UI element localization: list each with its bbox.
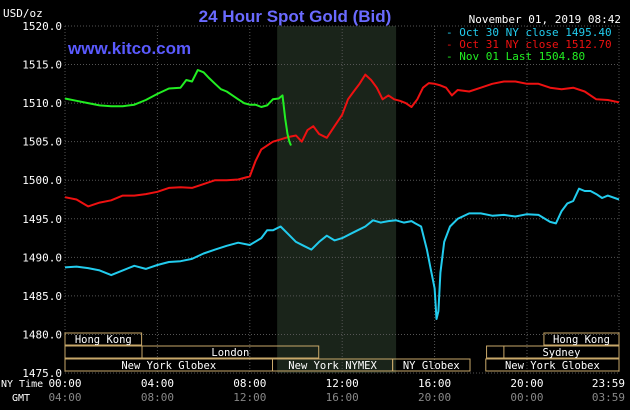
y-tick-label: 1475.0 xyxy=(22,367,62,380)
y-tick-label: 1490.0 xyxy=(22,251,62,264)
ny-time-label: NY Time xyxy=(1,379,43,390)
session-label: London xyxy=(211,347,249,359)
y-axis-label: USD/oz xyxy=(3,7,43,20)
y-tick-label: 1505.0 xyxy=(22,136,62,149)
grid-lines xyxy=(64,25,620,374)
y-tick-label: 1480.0 xyxy=(22,328,62,341)
session-label: Sydney xyxy=(542,347,580,359)
x-tick-label-gmt: 03:59 xyxy=(592,391,625,404)
price-series-lines xyxy=(64,69,620,320)
session-label: New York Globex xyxy=(505,360,600,372)
x-tick-label-gmt: 00:00 xyxy=(510,391,543,404)
x-tick-label-ny: 04:00 xyxy=(141,377,174,390)
legend-entry-3: - Nov 01 Last 1504.80 xyxy=(446,50,585,63)
chart-date: November 01, 2019 08:42 xyxy=(469,13,621,26)
y-axis-tick-labels: 1520.0 1515.0 1510.0 1505.0 1500.0 1495.0 1490… xyxy=(22,20,62,380)
session-box xyxy=(543,332,620,346)
legend: - Oct 30 NY close 1495.40- Oct 31 NY clo… xyxy=(446,26,612,63)
session-label: Hong Kong xyxy=(553,334,610,346)
session-box xyxy=(503,345,620,359)
legend-entry-2: - Oct 31 NY close 1512.70 xyxy=(446,38,612,51)
x-tick-label-ny: 00:00 xyxy=(48,377,81,390)
y-tick-label: 1510.0 xyxy=(22,97,62,110)
session-box xyxy=(141,345,320,359)
series-line-1 xyxy=(64,187,620,320)
x-tick-label-ny: 23:59 xyxy=(592,377,625,390)
x-tick-label-ny: 20:00 xyxy=(510,377,543,390)
session-label: Hong Kong xyxy=(75,334,132,346)
x-axis-tick-labels: 00:0004:0004:0008:0008:0012:0012:0016:00… xyxy=(48,377,625,404)
x-tick-label-gmt: 12:00 xyxy=(233,391,266,404)
y-tick-label: 1515.0 xyxy=(22,59,62,72)
session-box xyxy=(64,332,143,346)
legend-entry-1: - Oct 30 NY close 1495.40 xyxy=(446,26,612,39)
x-tick-label-gmt: 20:00 xyxy=(418,391,451,404)
nymex-session-highlight xyxy=(277,26,397,373)
x-tick-label-gmt: 16:00 xyxy=(326,391,359,404)
series-line-2 xyxy=(64,73,620,208)
session-label: NY Globex xyxy=(403,360,460,372)
session-label: New York Globex xyxy=(121,360,216,372)
y-tick-label: 1485.0 xyxy=(22,290,62,303)
x-tick-label-gmt: 08:00 xyxy=(141,391,174,404)
y-tick-label: 1520.0 xyxy=(22,20,62,33)
session-box xyxy=(392,358,471,372)
x-tick-label-ny: 12:00 xyxy=(326,377,359,390)
y-tick-label: 1500.0 xyxy=(22,174,62,187)
session-box xyxy=(485,358,620,372)
x-tick-label-ny: 16:00 xyxy=(418,377,451,390)
gmt-label: GMT xyxy=(12,393,30,404)
series-line-3 xyxy=(64,69,292,146)
x-tick-label-ny: 08:00 xyxy=(233,377,266,390)
x-tick-label-gmt: 04:00 xyxy=(48,391,81,404)
website-label: www.kitco.com xyxy=(67,39,191,58)
y-tick-label: 1495.0 xyxy=(22,213,62,226)
session-label: New York NYMEX xyxy=(288,360,377,372)
chart-title: 24 Hour Spot Gold (Bid) xyxy=(199,7,392,26)
